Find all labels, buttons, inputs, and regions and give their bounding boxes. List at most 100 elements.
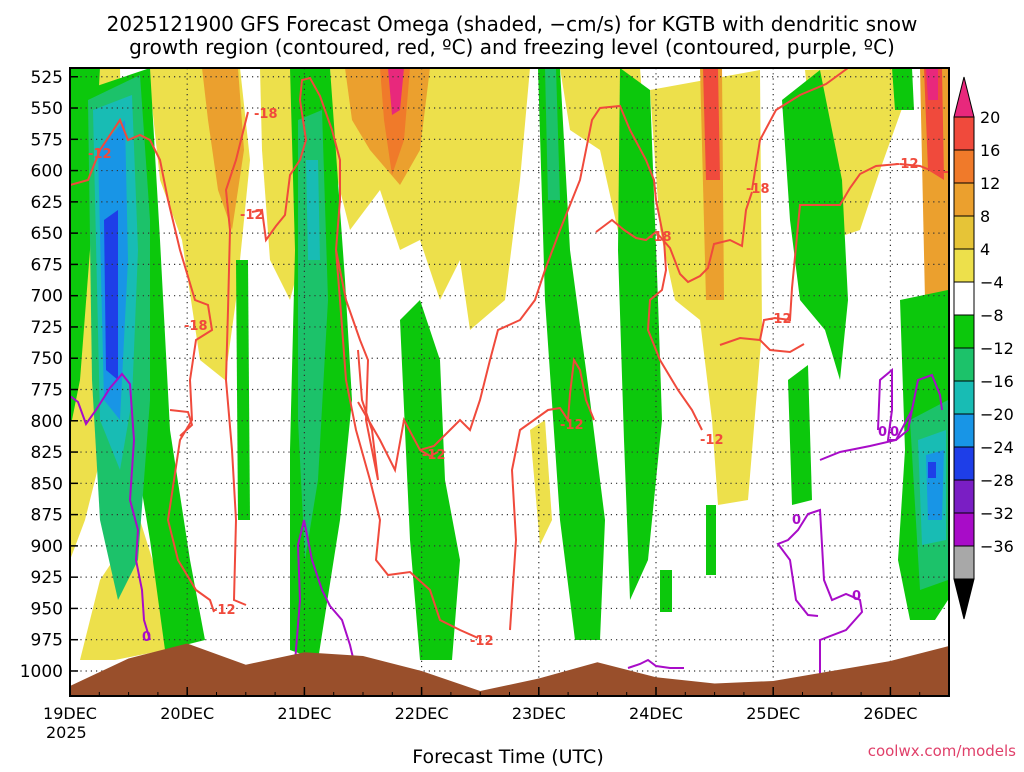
omega-green-region bbox=[400, 300, 460, 660]
purple-contour-label: 0 bbox=[890, 425, 899, 440]
colorbar-top-arrow bbox=[953, 76, 975, 118]
y-tick-label: 675 bbox=[31, 255, 63, 275]
x-tick-label: 19DEC bbox=[43, 704, 97, 723]
colorbar-swatch bbox=[953, 314, 975, 349]
red-contour-label: -12 bbox=[240, 208, 264, 223]
colorbar-label: −16 bbox=[980, 372, 1014, 391]
red-contour-line bbox=[509, 356, 595, 631]
purple-contour-label: 0 bbox=[142, 630, 151, 645]
purple-contour-line bbox=[627, 658, 684, 669]
colorbar-label: 20 bbox=[980, 108, 1000, 127]
x-tick-label: 26DEC bbox=[863, 704, 917, 723]
y-tick-label: 600 bbox=[31, 162, 63, 182]
colorbar-swatch bbox=[953, 479, 975, 514]
red-contour-line bbox=[251, 76, 379, 481]
omega-green-region bbox=[782, 70, 848, 380]
omega-darkblue-region bbox=[104, 210, 118, 380]
colorbar-swatch bbox=[953, 545, 975, 580]
omega-teal-region bbox=[298, 110, 328, 560]
omega-negative-shading bbox=[70, 68, 948, 660]
y-tick-label: 875 bbox=[31, 506, 63, 526]
colorbar-label: −36 bbox=[980, 537, 1014, 556]
x-tick-label: 22DEC bbox=[395, 704, 449, 723]
omega-green-region bbox=[538, 68, 605, 640]
purple-contour-line bbox=[294, 519, 355, 663]
terrain-fill bbox=[70, 643, 949, 696]
y-tick-label: 650 bbox=[31, 224, 63, 244]
x-tick-label: 24DEC bbox=[629, 704, 683, 723]
colorbar-swatch bbox=[953, 149, 975, 184]
colorbar-swatch bbox=[953, 116, 975, 151]
colorbar-bottom-arrow bbox=[953, 578, 975, 620]
omega-green-region bbox=[236, 260, 250, 520]
colorbar-label: −32 bbox=[980, 504, 1014, 523]
colorbar-swatch bbox=[953, 347, 975, 382]
red-contour-line bbox=[751, 68, 849, 191]
red-contour-line bbox=[335, 249, 479, 639]
chart-title-line-1: 2025121900 GFS Forecast Omega (shaded, −… bbox=[107, 12, 918, 36]
red-contour-label: -12 bbox=[422, 448, 446, 463]
x-tick-label: 21DEC bbox=[277, 704, 331, 723]
plot-content: -12 -18 -12 -18 -12 -12 -12 -12 -18 -18 … bbox=[70, 68, 949, 696]
red-contour-label: -12 bbox=[470, 634, 494, 649]
red-contour-line bbox=[419, 449, 439, 458]
x-axis-year-label: 2025 bbox=[46, 723, 87, 742]
y-tick-label: 550 bbox=[31, 99, 63, 119]
purple-contour-label: 0 bbox=[852, 589, 861, 604]
colorbar-swatch bbox=[953, 248, 975, 283]
y-tick-label: 900 bbox=[31, 537, 63, 557]
omega-blue-region bbox=[926, 450, 944, 520]
red-contour-label: -12 bbox=[700, 433, 724, 448]
x-tick-label: 20DEC bbox=[160, 704, 214, 723]
omega-green-region bbox=[618, 68, 662, 600]
red-contour-label: -18 bbox=[254, 107, 278, 122]
y-tick-label: 775 bbox=[31, 381, 63, 401]
colorbar-label: 4 bbox=[980, 240, 990, 259]
y-tick-label: 800 bbox=[31, 412, 63, 432]
purple-contour-line bbox=[819, 409, 913, 461]
omega-green-region bbox=[660, 570, 672, 612]
purple-contour-line bbox=[70, 372, 151, 641]
omega-darkblue-region bbox=[928, 462, 936, 478]
colorbar-label: −4 bbox=[980, 273, 1004, 292]
red-contour-label: -18 bbox=[746, 182, 770, 197]
red-contour-line bbox=[759, 339, 805, 354]
red-contour-label: -12 bbox=[768, 312, 792, 327]
y-tick-label: 850 bbox=[31, 474, 63, 494]
colorbar-label: −24 bbox=[980, 438, 1014, 457]
chart-title-line-2: growth region (contoured, red, ºC) and f… bbox=[129, 35, 895, 59]
omega-orange-region bbox=[202, 68, 244, 230]
colorbar-label: 16 bbox=[980, 141, 1000, 160]
colorbar-label: 12 bbox=[980, 174, 1000, 193]
purple-contour-label: 0 bbox=[792, 513, 801, 528]
omega-cyan-region bbox=[306, 160, 320, 260]
colorbar-label: −8 bbox=[980, 306, 1004, 325]
contour-labels: -12 -18 -12 -18 -12 -12 -12 -12 -18 -18 … bbox=[88, 107, 919, 649]
x-axis-title: Forecast Time (UTC) bbox=[412, 746, 603, 768]
y-tick-label: 700 bbox=[31, 287, 63, 307]
red-contour-label: -12 bbox=[560, 418, 584, 433]
omega-green-region bbox=[706, 505, 716, 575]
omega-magenta-region bbox=[926, 68, 938, 100]
x-tick-label: 23DEC bbox=[512, 704, 566, 723]
red-contour-label: -18 bbox=[184, 319, 208, 334]
y-tick-label: 625 bbox=[31, 193, 63, 213]
omega-green-region bbox=[788, 365, 812, 505]
omega-red-region bbox=[703, 68, 720, 180]
y-tick-label: 525 bbox=[31, 68, 63, 88]
omega-green-region bbox=[892, 68, 914, 110]
omega-red-region bbox=[380, 68, 410, 175]
red-contour-line bbox=[169, 409, 194, 437]
grid bbox=[70, 68, 949, 696]
red-contour-label: -12 bbox=[88, 147, 112, 162]
y-tick-label: 575 bbox=[31, 130, 63, 150]
red-contour-line bbox=[595, 191, 753, 284]
colorbar-label: −12 bbox=[980, 339, 1014, 358]
colorbar-swatch bbox=[953, 413, 975, 448]
y-tick-label: 725 bbox=[31, 318, 63, 338]
x-axis: 19DEC 20DEC 21DEC 22DEC 23DEC 24DEC 25DEC 26DEC bbox=[43, 687, 950, 723]
colorbar: 20 16 12 8 4 −4 −8 −12 −16 −20 −24 −28 −32 −36 bbox=[953, 76, 1014, 620]
omega-teal-region bbox=[545, 68, 560, 200]
